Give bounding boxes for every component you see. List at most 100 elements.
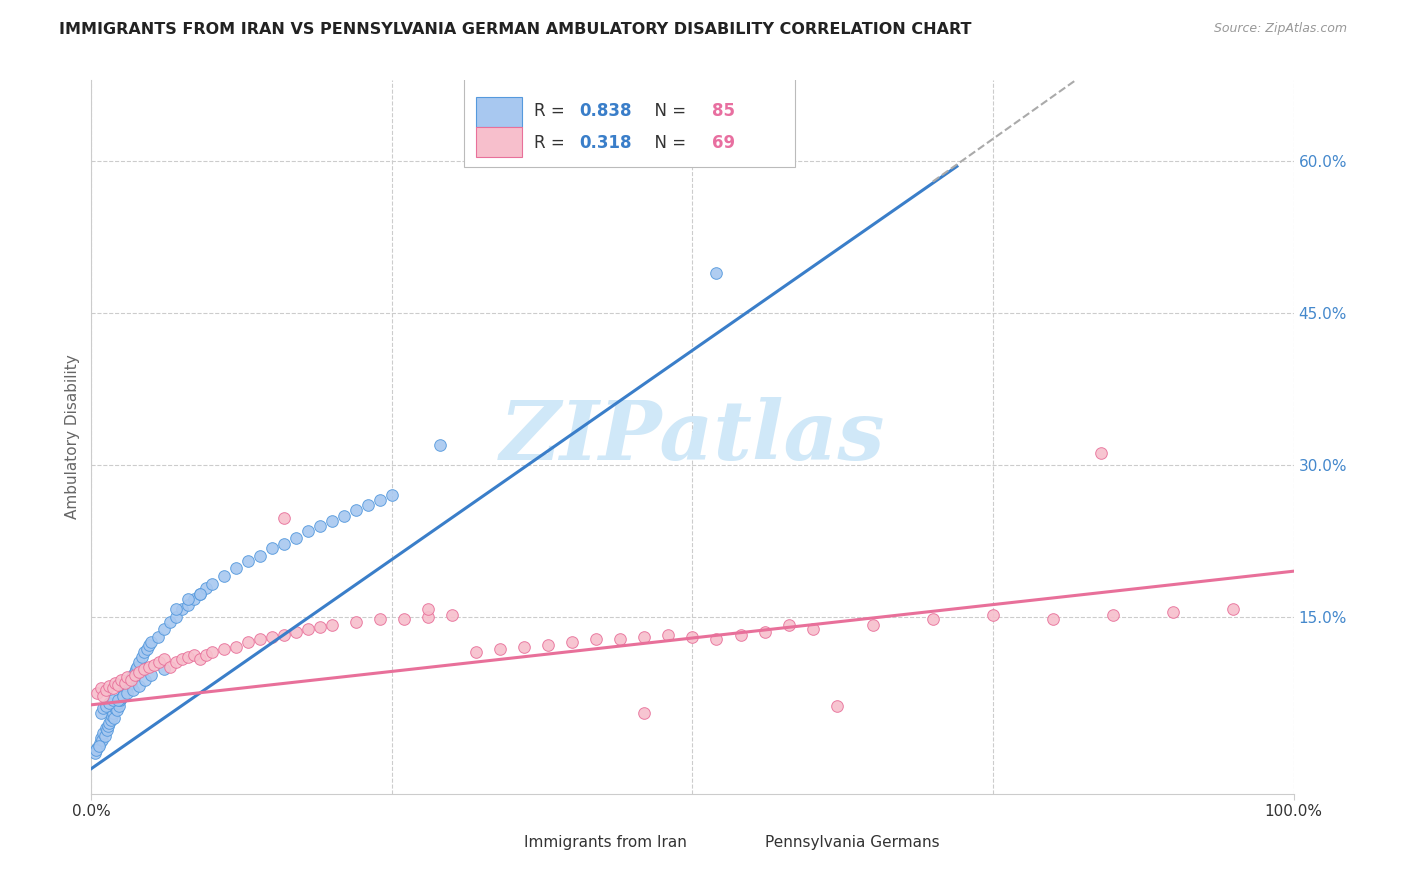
Point xyxy=(236,635,259,649)
Point xyxy=(91,733,114,747)
Point xyxy=(93,726,115,740)
Text: N =: N = xyxy=(644,134,692,152)
Point xyxy=(115,681,138,695)
Point xyxy=(148,655,170,669)
Point xyxy=(183,648,205,663)
Point xyxy=(98,716,121,731)
Point xyxy=(93,689,115,703)
Point xyxy=(297,524,319,538)
Point xyxy=(249,549,271,563)
Point xyxy=(284,624,307,639)
Point xyxy=(730,628,752,642)
Point xyxy=(633,706,655,720)
Point xyxy=(135,642,157,657)
Point xyxy=(138,638,160,652)
Point xyxy=(194,582,217,596)
FancyBboxPatch shape xyxy=(488,832,515,853)
Point xyxy=(176,598,198,612)
Point xyxy=(152,652,174,666)
Point xyxy=(101,692,124,706)
Point xyxy=(128,679,150,693)
Point xyxy=(297,622,319,636)
Point xyxy=(513,640,536,654)
Point xyxy=(183,591,205,606)
Point xyxy=(778,617,800,632)
Point xyxy=(825,698,848,713)
Point xyxy=(84,743,107,757)
Point xyxy=(273,537,295,551)
Point xyxy=(107,696,129,710)
Point xyxy=(1042,612,1064,626)
Point xyxy=(96,723,118,738)
Text: ZIPatlas: ZIPatlas xyxy=(499,397,886,477)
Point xyxy=(152,622,174,636)
Point xyxy=(111,689,134,703)
Text: IMMIGRANTS FROM IRAN VS PENNSYLVANIA GERMAN AMBULATORY DISABILITY CORRELATION CH: IMMIGRANTS FROM IRAN VS PENNSYLVANIA GER… xyxy=(59,22,972,37)
Point xyxy=(118,673,141,687)
Point xyxy=(273,510,295,524)
Point xyxy=(98,696,121,710)
Point xyxy=(117,686,139,700)
Point xyxy=(188,587,211,601)
Point xyxy=(93,729,115,743)
Point xyxy=(110,673,132,687)
Point xyxy=(122,682,145,697)
Point xyxy=(141,668,163,682)
Point xyxy=(101,709,124,723)
Point xyxy=(141,635,163,649)
Point xyxy=(706,266,728,280)
Text: 0.318: 0.318 xyxy=(579,134,631,152)
Point xyxy=(84,747,107,761)
Point xyxy=(114,675,136,690)
Text: R =: R = xyxy=(534,102,569,120)
Point xyxy=(114,682,136,697)
Point xyxy=(94,721,117,735)
Text: Pennsylvania Germans: Pennsylvania Germans xyxy=(765,835,939,850)
Point xyxy=(87,739,110,754)
Point xyxy=(98,679,121,693)
Point xyxy=(100,713,122,727)
Point xyxy=(165,601,187,615)
FancyBboxPatch shape xyxy=(728,832,755,853)
Point xyxy=(754,624,776,639)
Y-axis label: Ambulatory Disability: Ambulatory Disability xyxy=(65,355,80,519)
Point xyxy=(176,591,198,606)
Point xyxy=(225,640,247,654)
Point xyxy=(105,703,128,717)
Point xyxy=(170,601,193,615)
Point xyxy=(212,642,235,657)
Text: 0.838: 0.838 xyxy=(579,102,631,120)
Text: 69: 69 xyxy=(711,134,735,152)
Point xyxy=(357,499,380,513)
FancyBboxPatch shape xyxy=(477,97,522,128)
Text: 85: 85 xyxy=(711,102,735,120)
Point xyxy=(368,612,391,626)
Point xyxy=(117,671,139,685)
Point xyxy=(134,673,156,687)
Text: R =: R = xyxy=(534,134,569,152)
Point xyxy=(120,675,142,690)
Point xyxy=(862,617,884,632)
Point xyxy=(134,645,156,659)
Point xyxy=(249,632,271,646)
Point xyxy=(128,655,150,669)
Point xyxy=(103,711,125,725)
Point xyxy=(89,736,111,750)
Point xyxy=(86,686,108,700)
Point xyxy=(1102,607,1125,622)
Point xyxy=(120,673,142,687)
Point xyxy=(416,601,439,615)
Point xyxy=(1161,605,1184,619)
Point xyxy=(657,628,679,642)
Point xyxy=(159,615,181,629)
Point xyxy=(201,645,224,659)
Point xyxy=(90,681,112,695)
Point xyxy=(107,692,129,706)
Point xyxy=(101,706,124,720)
Point xyxy=(801,622,824,636)
Point xyxy=(112,686,135,700)
Point xyxy=(489,642,512,657)
Point xyxy=(90,706,112,720)
Point xyxy=(321,514,343,528)
Text: N =: N = xyxy=(644,102,692,120)
